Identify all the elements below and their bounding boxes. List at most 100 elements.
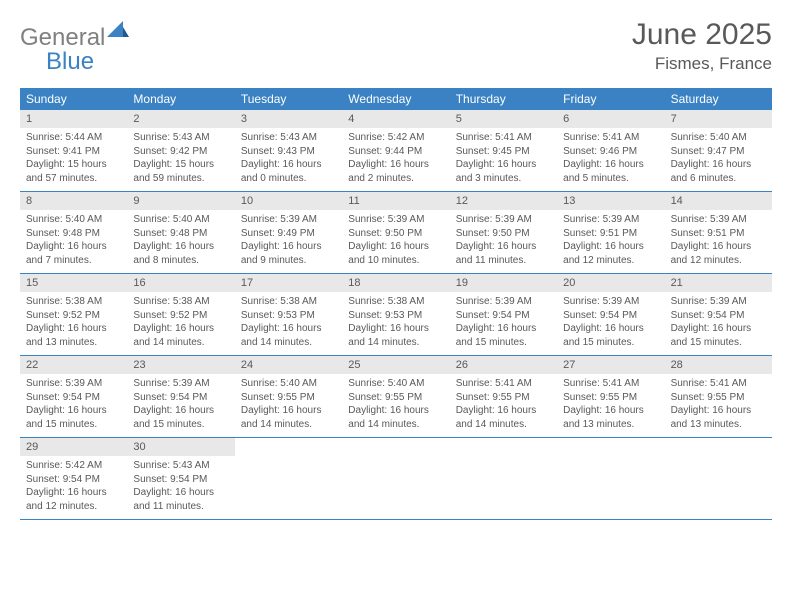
daylight-line: Daylight: 16 hours and 13 minutes. — [26, 322, 121, 349]
daylight-line: Daylight: 16 hours and 14 minutes. — [241, 404, 336, 431]
sunset-line: Sunset: 9:44 PM — [348, 145, 443, 159]
sunset-line: Sunset: 9:53 PM — [348, 309, 443, 323]
location: Fismes, France — [632, 54, 772, 74]
day-details: Sunrise: 5:41 AMSunset: 9:45 PMDaylight:… — [450, 128, 557, 191]
day-details: Sunrise: 5:40 AMSunset: 9:55 PMDaylight:… — [235, 374, 342, 437]
day-details: Sunrise: 5:38 AMSunset: 9:53 PMDaylight:… — [235, 292, 342, 355]
sunset-line: Sunset: 9:51 PM — [671, 227, 766, 241]
daylight-line: Daylight: 16 hours and 15 minutes. — [133, 404, 228, 431]
sunset-line: Sunset: 9:54 PM — [671, 309, 766, 323]
day-details: Sunrise: 5:38 AMSunset: 9:52 PMDaylight:… — [127, 292, 234, 355]
calendar-day: 1Sunrise: 5:44 AMSunset: 9:41 PMDaylight… — [20, 110, 127, 191]
day-number: 3 — [235, 110, 342, 128]
day-number: 18 — [342, 274, 449, 292]
sunrise-line: Sunrise: 5:43 AM — [133, 131, 228, 145]
day-details: Sunrise: 5:40 AMSunset: 9:48 PMDaylight:… — [20, 210, 127, 273]
day-details: Sunrise: 5:44 AMSunset: 9:41 PMDaylight:… — [20, 128, 127, 191]
day-details: Sunrise: 5:41 AMSunset: 9:55 PMDaylight:… — [557, 374, 664, 437]
sunset-line: Sunset: 9:54 PM — [26, 473, 121, 487]
logo-line2: Blue — [46, 42, 94, 76]
day-details: Sunrise: 5:41 AMSunset: 9:46 PMDaylight:… — [557, 128, 664, 191]
day-number: 21 — [665, 274, 772, 292]
daylight-line: Daylight: 16 hours and 12 minutes. — [563, 240, 658, 267]
daylight-line: Daylight: 16 hours and 7 minutes. — [26, 240, 121, 267]
day-number: 13 — [557, 192, 664, 210]
sunset-line: Sunset: 9:55 PM — [456, 391, 551, 405]
sunrise-line: Sunrise: 5:39 AM — [348, 213, 443, 227]
sunset-line: Sunset: 9:51 PM — [563, 227, 658, 241]
calendar-day: 26Sunrise: 5:41 AMSunset: 9:55 PMDayligh… — [450, 356, 557, 437]
sunset-line: Sunset: 9:48 PM — [26, 227, 121, 241]
day-details: Sunrise: 5:39 AMSunset: 9:54 PMDaylight:… — [665, 292, 772, 355]
calendar-day: 29Sunrise: 5:42 AMSunset: 9:54 PMDayligh… — [20, 438, 127, 519]
daylight-line: Daylight: 15 hours and 57 minutes. — [26, 158, 121, 185]
sunrise-line: Sunrise: 5:41 AM — [456, 377, 551, 391]
day-number: 17 — [235, 274, 342, 292]
calendar-day: 24Sunrise: 5:40 AMSunset: 9:55 PMDayligh… — [235, 356, 342, 437]
sunset-line: Sunset: 9:53 PM — [241, 309, 336, 323]
weekday-header: Monday — [127, 88, 234, 110]
day-number: 20 — [557, 274, 664, 292]
daylight-line: Daylight: 16 hours and 14 minutes. — [241, 322, 336, 349]
day-details: Sunrise: 5:40 AMSunset: 9:55 PMDaylight:… — [342, 374, 449, 437]
day-number: 28 — [665, 356, 772, 374]
sunrise-line: Sunrise: 5:38 AM — [348, 295, 443, 309]
calendar-day: 17Sunrise: 5:38 AMSunset: 9:53 PMDayligh… — [235, 274, 342, 355]
day-number: 12 — [450, 192, 557, 210]
sunrise-line: Sunrise: 5:39 AM — [563, 295, 658, 309]
sunrise-line: Sunrise: 5:40 AM — [348, 377, 443, 391]
daylight-line: Daylight: 16 hours and 14 minutes. — [348, 404, 443, 431]
calendar-day: 2Sunrise: 5:43 AMSunset: 9:42 PMDaylight… — [127, 110, 234, 191]
day-details: Sunrise: 5:41 AMSunset: 9:55 PMDaylight:… — [665, 374, 772, 437]
calendar-week: 1Sunrise: 5:44 AMSunset: 9:41 PMDaylight… — [20, 110, 772, 192]
calendar-day — [450, 438, 557, 519]
calendar-day: 23Sunrise: 5:39 AMSunset: 9:54 PMDayligh… — [127, 356, 234, 437]
calendar-day: 13 Sunrise: 5:39 AMSunset: 9:51 PMDayligh… — [557, 192, 664, 273]
day-details: Sunrise: 5:41 AMSunset: 9:55 PMDaylight:… — [450, 374, 557, 437]
day-number: 14 — [665, 192, 772, 210]
calendar-day: 30Sunrise: 5:43 AMSunset: 9:54 PMDayligh… — [127, 438, 234, 519]
sunset-line: Sunset: 9:55 PM — [563, 391, 658, 405]
calendar-day: 4Sunrise: 5:42 AMSunset: 9:44 PMDaylight… — [342, 110, 449, 191]
calendar-day: 18 Sunrise: 5:38 AMSunset: 9:53 PMDayligh… — [342, 274, 449, 355]
daylight-line: Daylight: 16 hours and 14 minutes. — [348, 322, 443, 349]
sunrise-line: Sunrise: 5:39 AM — [26, 377, 121, 391]
day-number: 16 — [127, 274, 234, 292]
sunrise-line: Sunrise: 5:42 AM — [26, 459, 121, 473]
day-details: Sunrise: 5:40 AMSunset: 9:47 PMDaylight:… — [665, 128, 772, 191]
sunset-line: Sunset: 9:48 PM — [133, 227, 228, 241]
day-details: Sunrise: 5:39 AMSunset: 9:54 PMDaylight:… — [557, 292, 664, 355]
calendar-day: 3Sunrise: 5:43 AMSunset: 9:43 PMDaylight… — [235, 110, 342, 191]
sunrise-line: Sunrise: 5:39 AM — [241, 213, 336, 227]
day-number: 27 — [557, 356, 664, 374]
calendar-day: 27Sunrise: 5:41 AMSunset: 9:55 PMDayligh… — [557, 356, 664, 437]
sunset-line: Sunset: 9:55 PM — [241, 391, 336, 405]
sunrise-line: Sunrise: 5:44 AM — [26, 131, 121, 145]
day-number: 6 — [557, 110, 664, 128]
sunrise-line: Sunrise: 5:39 AM — [456, 295, 551, 309]
weekday-header: Sunday — [20, 88, 127, 110]
daylight-line: Daylight: 16 hours and 12 minutes. — [671, 240, 766, 267]
day-number: 4 — [342, 110, 449, 128]
daylight-line: Daylight: 16 hours and 14 minutes. — [133, 322, 228, 349]
sunset-line: Sunset: 9:50 PM — [348, 227, 443, 241]
calendar-day: 8Sunrise: 5:40 AMSunset: 9:48 PMDaylight… — [20, 192, 127, 273]
calendar-day — [557, 438, 664, 519]
day-details: Sunrise: 5:39 AMSunset: 9:54 PMDaylight:… — [450, 292, 557, 355]
day-number: 19 — [450, 274, 557, 292]
day-number: 10 — [235, 192, 342, 210]
daylight-line: Daylight: 16 hours and 15 minutes. — [671, 322, 766, 349]
daylight-line: Daylight: 16 hours and 9 minutes. — [241, 240, 336, 267]
sunrise-line: Sunrise: 5:41 AM — [563, 131, 658, 145]
sunset-line: Sunset: 9:54 PM — [456, 309, 551, 323]
sunset-line: Sunset: 9:49 PM — [241, 227, 336, 241]
day-number: 7 — [665, 110, 772, 128]
daylight-line: Daylight: 16 hours and 13 minutes. — [671, 404, 766, 431]
day-number: 26 — [450, 356, 557, 374]
sunrise-line: Sunrise: 5:39 AM — [563, 213, 658, 227]
daylight-line: Daylight: 16 hours and 3 minutes. — [456, 158, 551, 185]
calendar-day: 14Sunrise: 5:39 AMSunset: 9:51 PMDayligh… — [665, 192, 772, 273]
daylight-line: Daylight: 16 hours and 8 minutes. — [133, 240, 228, 267]
sunrise-line: Sunrise: 5:38 AM — [241, 295, 336, 309]
calendar-day: 28Sunrise: 5:41 AMSunset: 9:55 PMDayligh… — [665, 356, 772, 437]
